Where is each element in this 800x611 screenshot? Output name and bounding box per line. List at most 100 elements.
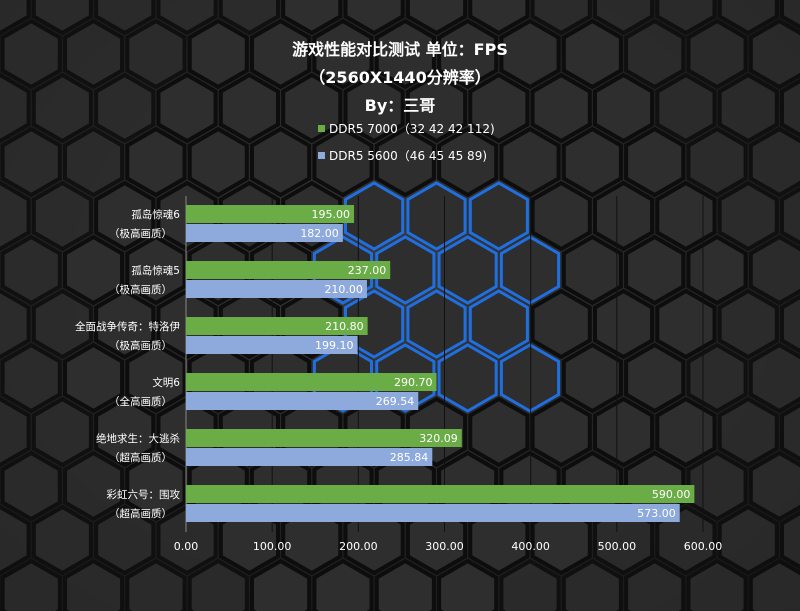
hexagon-tile	[530, 0, 592, 36]
hexagon-tile	[375, 235, 436, 305]
hexagon-tile	[187, 18, 249, 90]
data-label: 269.54	[376, 395, 415, 408]
hexagon-tile	[593, 288, 655, 360]
x-tick-label: 600.00	[684, 540, 723, 553]
hexagon-tile	[437, 126, 499, 198]
hexagon-tile	[94, 396, 156, 468]
hexagon-tile	[717, 72, 779, 144]
category-sublabel: （全高画质）	[109, 395, 172, 408]
hexagon-tile	[156, 0, 218, 36]
hexagon-tile	[31, 396, 93, 468]
hexagon-tile	[530, 72, 592, 144]
bar-ddr5-5600	[186, 504, 680, 522]
data-label: 199.10	[315, 339, 354, 352]
hexagon-tile	[530, 180, 592, 252]
hexagon-tile	[343, 0, 405, 36]
bar-ddr5-7000	[186, 261, 391, 279]
hexagon-tile	[593, 180, 655, 252]
data-label: 210.00	[324, 283, 363, 296]
hexagon-tile	[0, 396, 31, 468]
data-label: 573.00	[637, 507, 676, 520]
hexagon-tile	[250, 18, 312, 90]
category-sublabel: （极高画质）	[109, 283, 172, 296]
bar-ddr5-7000	[186, 317, 368, 335]
hexagon-tile	[780, 402, 800, 462]
data-label: 590.00	[652, 488, 691, 501]
hexagon-tile	[312, 126, 374, 198]
hexagon-tile	[717, 180, 779, 252]
bar-ddr5-5600	[186, 392, 419, 410]
hexagon-tile	[624, 234, 686, 306]
bar-ddr5-7000	[186, 205, 355, 223]
hexagon-tile	[405, 0, 468, 36]
category-sublabel: （极高画质）	[109, 227, 172, 240]
hexagon-tile	[468, 72, 530, 144]
hexagon-tile	[437, 235, 498, 305]
hexagon-tile	[63, 18, 125, 90]
x-tick-label: 0.00	[174, 540, 199, 553]
hexagon-tile	[686, 18, 748, 90]
hexagon-tile	[374, 18, 436, 90]
hexagon-tile	[218, 0, 280, 36]
hexagon-tile	[717, 0, 779, 36]
hexagon-tile	[655, 396, 717, 468]
hexagon-tile	[63, 342, 125, 414]
category-label: 全面战争传奇：特洛伊	[75, 320, 180, 333]
hexagon-tile	[717, 288, 779, 360]
category-sublabel: （超高画质）	[109, 451, 172, 464]
hexagon-tile	[655, 180, 717, 252]
bar-ddr5-5600	[186, 280, 367, 298]
hexagon-tile	[312, 18, 374, 90]
hexagon-tile	[468, 289, 529, 359]
hexagon-tile	[561, 342, 623, 414]
hexagon-tile	[499, 126, 561, 198]
hexagon-tile	[748, 450, 800, 522]
hexagon-tile	[593, 396, 655, 468]
hexagon-tile	[281, 72, 343, 144]
data-label: 237.00	[348, 264, 387, 277]
x-tick-label: 100.00	[253, 540, 292, 553]
legend-label: DDR5 7000（32 42 42 112)	[329, 122, 495, 136]
bar-ddr5-5600	[186, 448, 433, 466]
hexagon-tile	[780, 510, 800, 570]
hexagon-tile	[0, 18, 62, 90]
hexagon-tile	[94, 72, 156, 144]
bar-ddr5-7000	[186, 429, 462, 447]
hexagon-tile	[593, 72, 655, 144]
hexagon-tile	[748, 18, 800, 90]
hexagon-tile	[94, 180, 156, 252]
data-label: 285.84	[390, 451, 429, 464]
hexagon-tile	[281, 0, 343, 36]
hexagon-tile	[0, 180, 31, 252]
hexagon-tile	[499, 343, 561, 413]
hexagon-tile	[561, 234, 623, 306]
data-label: 195.00	[312, 208, 351, 221]
legend-swatch	[318, 152, 325, 159]
hexagon-tile	[406, 181, 467, 251]
category-sublabel: （超高画质）	[109, 507, 172, 520]
bar-ddr5-7000	[186, 485, 695, 503]
chart-author: By：三哥	[364, 96, 436, 115]
hexagon-tile	[125, 18, 187, 90]
hexagon-tile	[437, 18, 499, 90]
hexagon-tile	[94, 288, 156, 360]
hexagon-tile	[561, 18, 623, 90]
data-label: 290.70	[394, 376, 433, 389]
hexagon-tile	[437, 343, 498, 413]
legend-label: DDR5 5600（46 45 45 89)	[329, 149, 488, 163]
hexagon-tile	[561, 126, 623, 198]
hexagon-tile	[94, 0, 156, 36]
hexagon-tile	[94, 504, 156, 576]
hexagon-tile	[0, 504, 31, 576]
category-sublabel: （极高画质）	[109, 339, 172, 352]
hexagon-tile	[0, 288, 31, 360]
hexagon-tile	[686, 126, 748, 198]
bar-ddr5-5600	[186, 336, 358, 354]
hexagon-tile	[187, 126, 249, 198]
hexagon-tile	[655, 288, 717, 360]
hexagon-tile	[468, 396, 530, 468]
hexagon-tile	[748, 342, 800, 414]
category-label: 孤岛惊魂6	[131, 208, 180, 221]
legend-item-ddr5-7000: DDR5 7000（32 42 42 112)	[318, 120, 495, 137]
